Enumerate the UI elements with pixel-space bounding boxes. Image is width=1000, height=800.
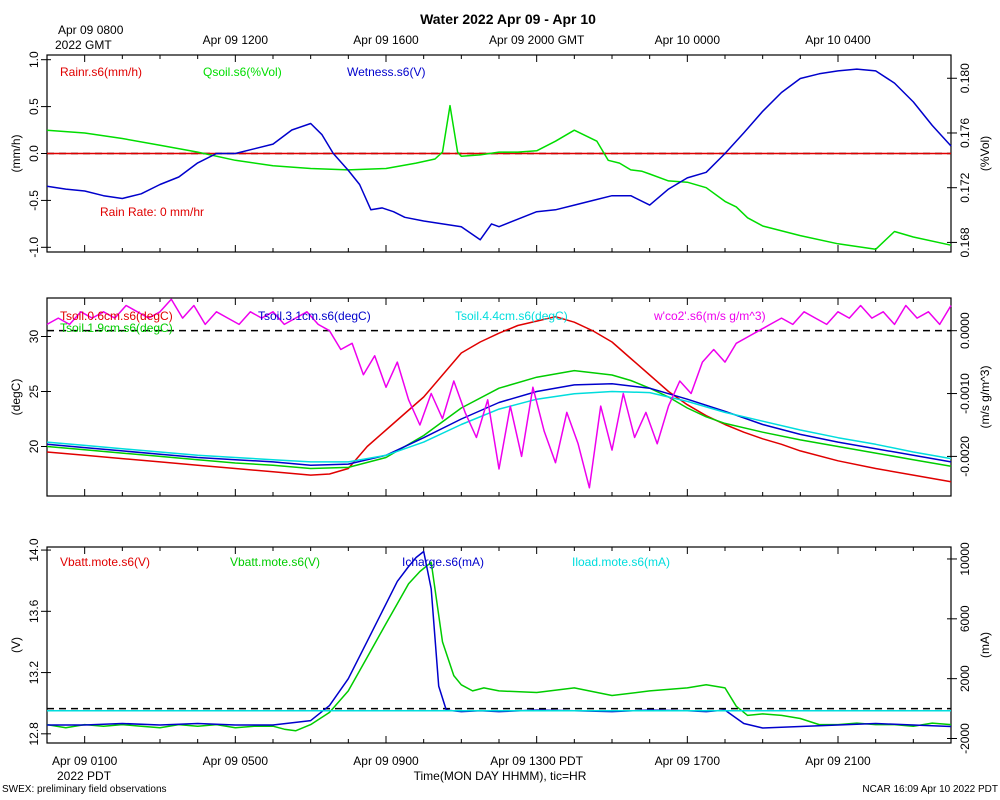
y-left-axis-title: (V) bbox=[9, 637, 23, 653]
legend-label: Qsoil.s6(%Vol) bbox=[203, 65, 282, 79]
top-axis-label: Apr 09 1600 bbox=[353, 33, 419, 47]
y-right-tick-label: 2000 bbox=[958, 665, 972, 692]
y-right-tick-label: -0.0010 bbox=[958, 373, 972, 414]
rain-rate-annotation: Rain Rate: 0 mm/hr bbox=[100, 205, 204, 219]
panel-3: 12.8 13.2 13.6 14.0 -2000 2000 6000 10000 (V) (mA… bbox=[9, 538, 992, 754]
panel-2: 20 25 30 -0.0020 -0.0010 0.0000 (degC) (m/s g/m… bbox=[9, 297, 992, 497]
y-left-tick-label: 0.5 bbox=[27, 98, 41, 115]
y-left-tick-label: 1.0 bbox=[27, 51, 41, 68]
footer-left: SWEX: preliminary field observations bbox=[2, 784, 167, 795]
y-right-axis-title: (%Vol) bbox=[978, 136, 992, 171]
y-left-tick-label: 13.6 bbox=[27, 599, 41, 623]
y-right-tick-label: 10000 bbox=[958, 542, 972, 576]
y-left-axis-title: (degC) bbox=[9, 379, 23, 416]
bottom-axis-label: Apr 09 0900 bbox=[353, 754, 419, 768]
y-right-axis-title: (m/s g/m^3) bbox=[978, 366, 992, 429]
bottom-axis-label: Apr 09 0500 bbox=[203, 754, 269, 768]
top-axis-first-label: Apr 09 0800 bbox=[58, 23, 124, 37]
y-right-tick-label: -2000 bbox=[958, 723, 972, 754]
top-axis-first-label-year: 2022 GMT bbox=[55, 38, 112, 52]
x-axis-label: Time(MON DAY HHMM), tic=HR bbox=[414, 769, 587, 783]
legend-label: w'co2'.s6(m/s g/m^3) bbox=[653, 309, 766, 323]
y-left-tick-label: 25 bbox=[27, 385, 41, 399]
bottom-axis-label: Apr 09 2100 bbox=[805, 754, 871, 768]
y-left-axis-title: (mm/h) bbox=[9, 135, 23, 173]
series-line bbox=[46, 68, 952, 241]
y-right-tick-label: 0.172 bbox=[958, 172, 972, 202]
legend-label: Rainr.s6(mm/h) bbox=[60, 65, 142, 79]
figure-title: Water 2022 Apr 09 - Apr 10 bbox=[420, 11, 596, 27]
y-left-tick-label: -0.5 bbox=[27, 190, 41, 211]
top-axis-label: Apr 10 0400 bbox=[805, 33, 871, 47]
y-left-tick-label: 12.8 bbox=[27, 722, 41, 746]
bottom-axis-label: Apr 09 0100 bbox=[52, 754, 118, 768]
y-right-tick-label: 0.176 bbox=[958, 118, 972, 148]
series-line bbox=[46, 298, 952, 489]
y-left-tick-label: 30 bbox=[27, 330, 41, 344]
y-right-axis-title: (mA) bbox=[978, 632, 992, 658]
legend-label: Vbatt.mote.s6(V) bbox=[60, 555, 150, 569]
series-line bbox=[46, 383, 952, 466]
series-line bbox=[46, 561, 952, 732]
y-left-tick-label: -1.0 bbox=[27, 237, 41, 258]
footer-right: NCAR 16:09 Apr 10 2022 PDT bbox=[862, 784, 998, 795]
legend-label: Tsoil.4.4cm.s6(degC) bbox=[455, 309, 568, 323]
y-right-tick-label: 0.0000 bbox=[958, 312, 972, 349]
top-axis-labels: Apr 09 1200 Apr 09 1600 Apr 09 2000 GMT Apr… bbox=[203, 33, 871, 47]
bottom-axis-label: Apr 09 1700 bbox=[655, 754, 721, 768]
legend-label: Icharge.s6(mA) bbox=[402, 555, 484, 569]
y-left-tick-label: 20 bbox=[27, 440, 41, 454]
series-line bbox=[46, 390, 952, 463]
series-line bbox=[46, 369, 952, 470]
legend-label: Vbatt.mote.s6(V) bbox=[230, 555, 320, 569]
top-axis-label: Apr 09 2000 GMT bbox=[489, 33, 585, 47]
y-right-tick-label: 0.168 bbox=[958, 227, 972, 257]
series-line bbox=[46, 104, 952, 251]
top-axis-label: Apr 09 1200 bbox=[203, 33, 269, 47]
series-line bbox=[47, 550, 952, 729]
bottom-axis-year: 2022 PDT bbox=[57, 769, 112, 783]
y-left-tick-label: 14.0 bbox=[27, 538, 41, 562]
bottom-axis-labels: Apr 09 0100 Apr 09 0500 Apr 09 0900 Apr 09 … bbox=[52, 754, 871, 768]
y-right-tick-label: 6000 bbox=[958, 605, 972, 632]
y-left-tick-label: 13.2 bbox=[27, 661, 41, 685]
bottom-axis-label: Apr 09 1300 PDT bbox=[490, 754, 583, 768]
legend-label: Tsoil.3.1cm.s6(degC) bbox=[258, 309, 371, 323]
legend-label: Wetness.s6(V) bbox=[347, 65, 425, 79]
plot-frame bbox=[46, 546, 952, 744]
series-line bbox=[46, 315, 952, 483]
legend-label: Tsoil.0.6cm.s6(degC) bbox=[60, 309, 173, 323]
panel-1: -1.0 -0.5 0.0 0.5 1.0 0.168 0.172 0.176 0.180 (mm… bbox=[9, 51, 992, 258]
y-right-tick-label: 0.180 bbox=[958, 63, 972, 93]
legend-label: Iload.mote.s6(mA) bbox=[572, 555, 670, 569]
top-axis-label: Apr 10 0000 bbox=[655, 33, 721, 47]
legend-label: Tsoil.1.9cm.s6(degC) bbox=[60, 321, 173, 335]
y-right-tick-label: -0.0020 bbox=[958, 436, 972, 477]
y-left-tick-label: 0.0 bbox=[27, 145, 41, 162]
